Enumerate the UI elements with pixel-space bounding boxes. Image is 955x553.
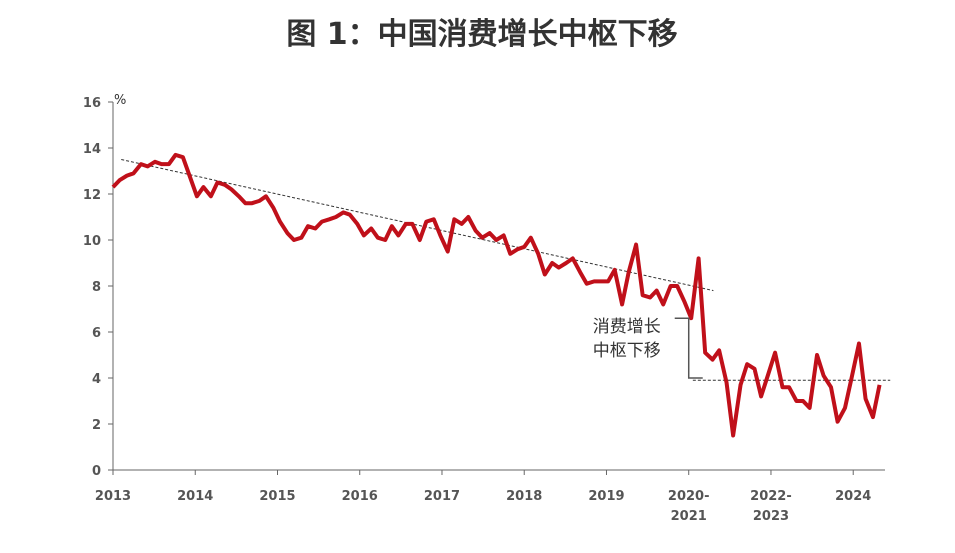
annotation-text: 中枢下移 — [593, 341, 661, 361]
y-tick-label: 6 — [92, 326, 101, 341]
y-tick-label: 2 — [92, 418, 101, 433]
trend-line — [121, 159, 714, 292]
x-tick-label: 2024 — [835, 489, 871, 504]
y-tick-label: 14 — [83, 142, 101, 157]
y-tick-label: 0 — [92, 464, 101, 479]
x-tick-label: 2015 — [259, 489, 295, 504]
y-tick-label: 12 — [83, 188, 101, 203]
annotation-bracket — [674, 317, 703, 379]
x-tick-label: 2018 — [506, 489, 542, 504]
x-tick-label: 2020- — [668, 489, 710, 504]
x-tick-label: 2021 — [671, 509, 707, 524]
x-tick-label: 2019 — [588, 489, 624, 504]
x-tick-label: 2014 — [177, 489, 213, 504]
x-tick-label: 2017 — [424, 489, 460, 504]
x-tick-label: 2023 — [753, 509, 789, 524]
x-tick-label: 2022- — [750, 489, 792, 504]
x-tick-label: 2013 — [95, 489, 131, 504]
y-unit: % — [114, 93, 126, 108]
x-tick-label: 2016 — [342, 489, 378, 504]
y-tick-label: 8 — [92, 280, 101, 295]
data-line — [111, 152, 882, 438]
annotation-text: 消费增长 — [593, 317, 661, 337]
y-tick-label: 10 — [83, 234, 101, 249]
y-tick-label: 4 — [92, 372, 101, 387]
chart-title: 图 1：中国消费增长中枢下移 — [286, 17, 677, 52]
y-tick-label: 16 — [83, 96, 101, 111]
